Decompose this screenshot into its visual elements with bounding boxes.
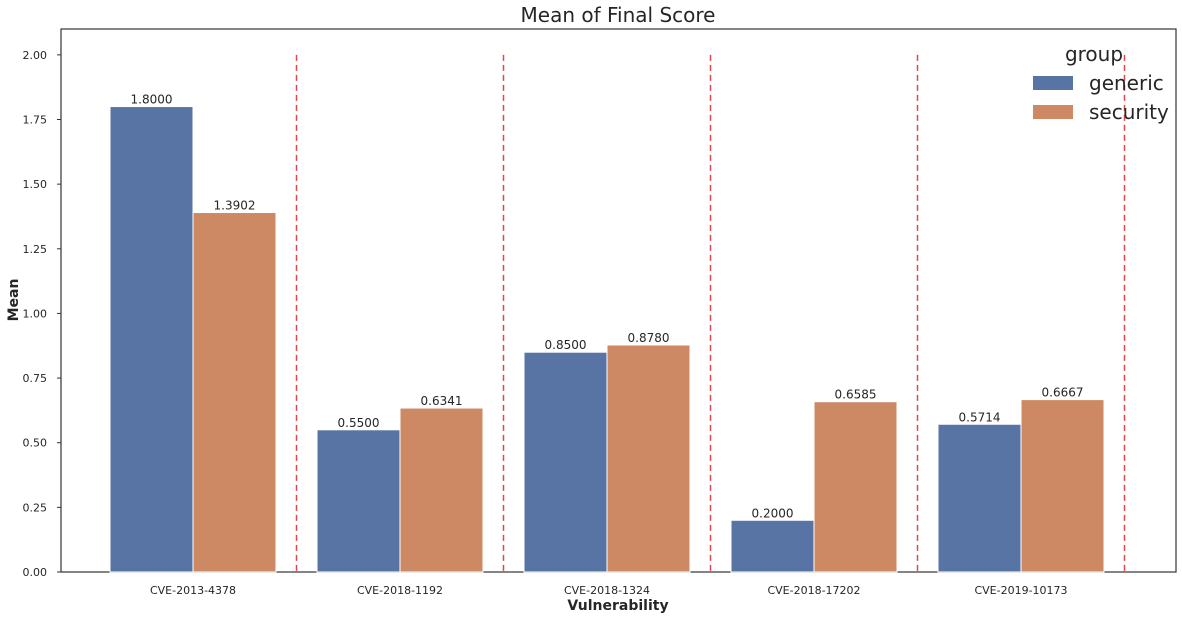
- bar-security: [813, 401, 898, 573]
- data-label: 0.8780: [628, 331, 670, 345]
- x-tick-label: CVE-2018-1192: [357, 584, 443, 597]
- y-tick-label: 2.00: [23, 49, 48, 62]
- legend-swatch-security: [1033, 105, 1073, 119]
- data-label: 0.2000: [752, 506, 794, 520]
- y-tick-label: 1.25: [23, 243, 48, 256]
- legend-title: group: [1065, 42, 1123, 66]
- x-axis-label: Vulnerability: [567, 598, 668, 614]
- data-label: 1.3902: [214, 199, 256, 213]
- x-tick-label: CVE-2013-4378: [150, 584, 236, 597]
- y-tick-label: 1.75: [23, 114, 48, 127]
- bar-generic: [730, 519, 815, 573]
- data-label: 0.8500: [545, 338, 587, 352]
- bar-generic: [523, 351, 608, 573]
- legend-swatch-generic: [1033, 76, 1073, 90]
- bar-security: [399, 407, 484, 573]
- x-tick-label: CVE-2019-10173: [974, 584, 1067, 597]
- chart-title: Mean of Final Score: [521, 3, 716, 27]
- data-label: 0.6667: [1042, 386, 1084, 400]
- bars: [109, 106, 1105, 573]
- bar-generic: [316, 429, 401, 573]
- y-tick-label: 0.75: [23, 372, 48, 385]
- bar-generic: [109, 106, 194, 573]
- bar-security: [192, 212, 277, 573]
- y-tick-label: 1.50: [23, 178, 48, 191]
- data-label: 0.6341: [421, 394, 463, 408]
- y-tick-label: 0.25: [23, 501, 48, 514]
- bar-security: [606, 344, 691, 573]
- legend-label-generic: generic: [1089, 71, 1164, 95]
- data-label: 0.5714: [959, 410, 1001, 424]
- y-axis-ticks: 0.00 0.25 0.50 0.75 1.00 1.25 1.50 1.75 2.00: [23, 49, 61, 579]
- data-labels: 1.8000 0.5500 0.8500 0.2000 0.5714 1.3902 0.63…: [131, 93, 1084, 521]
- y-axis-label: Mean: [6, 279, 22, 322]
- y-tick-label: 0.50: [23, 437, 48, 450]
- y-tick-label: 0.00: [23, 566, 48, 579]
- x-tick-label: CVE-2018-1324: [564, 584, 650, 597]
- data-label: 0.6585: [835, 388, 877, 402]
- x-axis-ticks: CVE-2013-4378 CVE-2018-1192 CVE-2018-1324 C…: [150, 584, 1068, 597]
- data-label: 1.8000: [131, 93, 173, 107]
- x-tick-label: CVE-2018-17202: [767, 584, 860, 597]
- bar-generic: [937, 423, 1022, 573]
- data-label: 0.5500: [338, 416, 380, 430]
- bar-security: [1020, 399, 1105, 573]
- separator-lines: [295, 54, 1126, 572]
- legend-label-security: security: [1089, 100, 1169, 124]
- legend: group generic security: [1033, 42, 1169, 124]
- y-tick-label: 1.00: [23, 307, 48, 320]
